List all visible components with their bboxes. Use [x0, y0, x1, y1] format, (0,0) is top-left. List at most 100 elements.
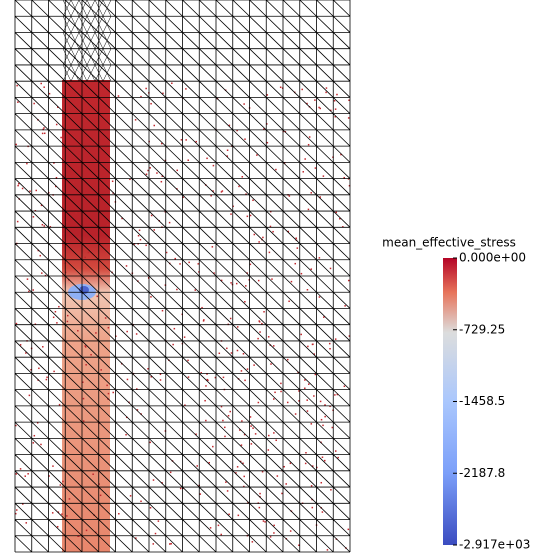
particle	[33, 103, 35, 105]
particle	[56, 322, 58, 324]
particle	[169, 222, 171, 224]
particle	[335, 338, 337, 340]
particle	[230, 213, 232, 215]
particle	[188, 376, 190, 378]
particle	[244, 138, 246, 140]
particle	[330, 268, 332, 270]
particle	[105, 317, 107, 319]
particle	[289, 195, 291, 197]
particle	[126, 331, 128, 333]
particle	[56, 124, 58, 126]
particle	[315, 167, 317, 169]
particle	[322, 511, 324, 513]
particle	[295, 237, 297, 239]
particle	[125, 434, 127, 436]
particle	[324, 460, 326, 462]
particle	[304, 388, 306, 390]
mesh-lines	[15, 0, 350, 552]
particle	[250, 416, 252, 418]
particle	[205, 385, 207, 387]
particle	[247, 368, 249, 370]
particle	[149, 167, 151, 169]
particle	[95, 105, 97, 107]
particle	[77, 330, 79, 332]
particle	[273, 398, 275, 400]
particle	[302, 171, 304, 173]
particle	[329, 348, 331, 350]
particle	[88, 252, 90, 254]
particle	[135, 119, 137, 121]
particle	[118, 513, 120, 515]
particle	[38, 368, 40, 370]
particle	[179, 263, 181, 265]
color-legend: mean_effective_stress0.000e+00-729.25-14…	[382, 236, 530, 552]
particle	[237, 326, 239, 328]
particle	[172, 344, 174, 346]
particle	[170, 543, 172, 545]
particle	[228, 514, 230, 516]
particle	[130, 495, 132, 497]
particle	[306, 399, 308, 401]
particle	[153, 543, 155, 545]
particle	[268, 336, 270, 338]
particle	[336, 94, 338, 96]
particle	[43, 127, 45, 129]
particle	[185, 88, 187, 90]
particle	[255, 433, 257, 435]
particle	[169, 543, 171, 545]
particle	[46, 379, 48, 381]
particle	[220, 534, 222, 536]
particle	[300, 334, 302, 336]
particle	[33, 442, 35, 444]
particle	[145, 88, 147, 90]
particle	[16, 509, 17, 511]
particle	[69, 498, 71, 500]
particle	[42, 224, 44, 226]
particle	[42, 346, 44, 348]
particle	[146, 174, 148, 176]
particle	[29, 190, 31, 192]
particle	[95, 332, 97, 334]
particle	[258, 241, 260, 243]
particle	[66, 221, 68, 223]
particle	[287, 402, 289, 404]
particle	[33, 216, 35, 218]
particle	[62, 481, 64, 483]
particle	[53, 317, 55, 319]
particle	[308, 383, 310, 385]
particle	[254, 234, 256, 236]
particle	[344, 386, 346, 388]
particle	[321, 482, 323, 484]
particle	[106, 148, 108, 150]
particle	[212, 246, 214, 248]
particle	[224, 427, 226, 429]
particle	[27, 278, 29, 280]
particle	[323, 175, 325, 177]
particle	[348, 117, 350, 119]
particle	[258, 402, 260, 404]
particle	[150, 103, 152, 105]
particle	[322, 425, 324, 427]
particle	[280, 87, 282, 89]
particle	[162, 310, 164, 312]
particle	[180, 488, 182, 490]
particle	[314, 99, 316, 101]
particle	[230, 318, 232, 320]
particle	[150, 296, 152, 298]
tick-label: -2187.8	[459, 466, 505, 480]
particle	[184, 336, 186, 338]
particle	[210, 527, 212, 529]
particle	[243, 103, 245, 105]
particle	[154, 125, 156, 127]
particle	[136, 333, 138, 335]
particle	[62, 233, 64, 235]
particle	[263, 520, 265, 522]
particle	[294, 263, 296, 265]
particle	[161, 181, 163, 183]
particle	[24, 475, 26, 477]
particle	[241, 370, 243, 372]
mesh	[15, 0, 350, 552]
particle	[158, 520, 160, 522]
refined-mesh	[63, 0, 111, 81]
particle	[312, 507, 314, 509]
